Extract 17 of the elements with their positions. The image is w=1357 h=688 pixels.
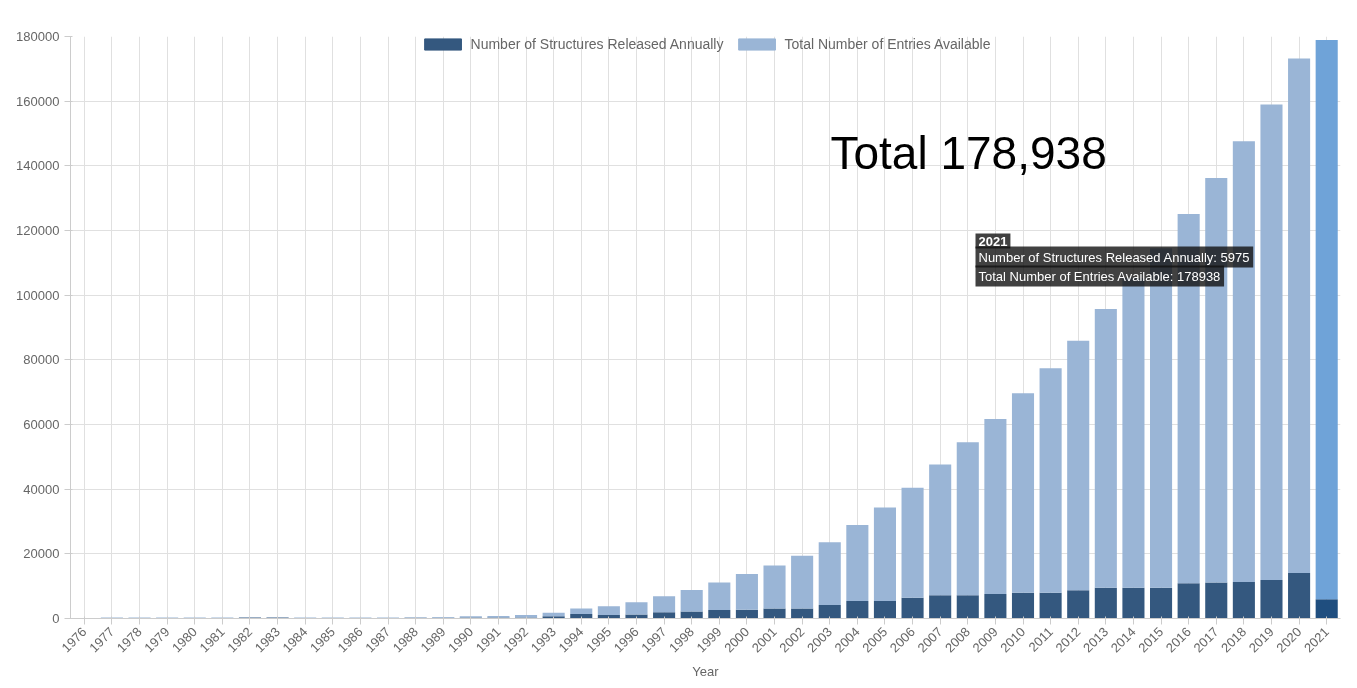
annotation: Number of Structures Released Annually: 5975: [978, 249, 1250, 265]
y-tick-label: 140000: [16, 158, 60, 174]
legend-label: Number of Structures Released Annually: [470, 36, 724, 52]
y-tick-label: 160000: [16, 93, 60, 109]
y-tick-label: 180000: [16, 29, 60, 44]
y-tick-label: 20000: [23, 546, 60, 562]
annotation: Total Number of Entries Available: 178938: [978, 268, 1221, 284]
x-axis-title: Year: [692, 664, 720, 680]
y-tick-label: 60000: [23, 417, 60, 432]
y-tick-label: 80000: [23, 352, 60, 368]
y-tick-label: 40000: [23, 481, 60, 497]
y-tick-label: 0: [52, 611, 60, 626]
annotation: Total 178,938: [830, 126, 1107, 179]
y-tick-label: 100000: [16, 287, 60, 303]
legend-label: Total Number of Entries Available: [784, 36, 991, 52]
y-tick-label: 120000: [16, 223, 60, 238]
annotation: 2021: [978, 233, 1008, 249]
